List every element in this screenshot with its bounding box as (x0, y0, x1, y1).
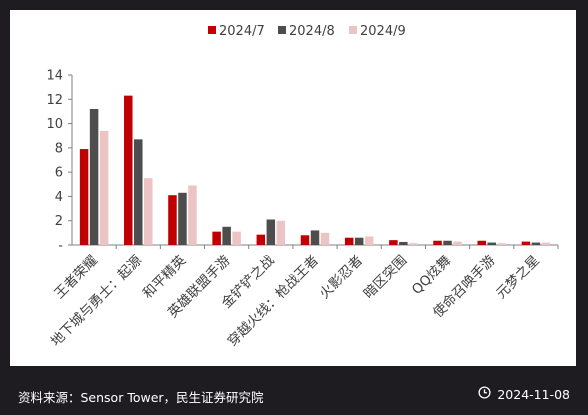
bar-2024-9-3 (232, 231, 241, 245)
bar-2024-8-8 (443, 240, 452, 245)
legend-swatch-2024-8 (278, 26, 286, 34)
bar-2024-7-6 (344, 237, 354, 245)
legend-swatch-2024-9 (349, 26, 357, 34)
bar-2024-9-8 (453, 241, 462, 245)
bar-2024-8-9 (487, 242, 496, 245)
bar-2024-9-5 (320, 232, 330, 245)
y-tick-label: 6 (55, 166, 63, 181)
bar-2024-9-4 (276, 220, 286, 245)
date-text: 2024-11-08 (497, 386, 570, 402)
x-tick-label: 元梦之星 (493, 253, 542, 302)
source-text: 资料来源：Sensor Tower，民生证券研究院 (18, 390, 264, 405)
x-tick-label: 暗区突围 (361, 253, 410, 302)
footer-bar: 资料来源：Sensor Tower，民生证券研究院 2024-11-08 (0, 366, 588, 415)
bar-2024-9-0 (99, 130, 109, 245)
bar-chart: 2024/7 2024/8 2024/91412108642-王者荣耀地下城与勇士：… (46, 24, 559, 350)
y-tick-label: 8 (55, 141, 63, 156)
y-tick-label: 14 (46, 69, 63, 84)
y-tick-label: 12 (46, 93, 63, 108)
bar-2024-9-6 (364, 236, 374, 245)
bar-2024-8-3 (222, 226, 231, 245)
bar-2024-7-9 (477, 240, 486, 245)
bar-2024-9-1 (144, 178, 153, 245)
bar-2024-7-2 (168, 195, 177, 245)
bar-2024-8-0 (89, 109, 99, 245)
bar-2024-7-10 (521, 241, 531, 245)
bar-2024-7-3 (212, 231, 221, 245)
bar-2024-7-4 (256, 234, 266, 245)
y-tick-label: 2 (55, 214, 63, 229)
bar-2024-9-9 (497, 243, 506, 245)
bar-2024-7-5 (300, 235, 310, 245)
y-tick-label: 10 (46, 117, 63, 132)
bar-2024-7-7 (389, 240, 398, 245)
bar-2024-8-10 (531, 242, 541, 245)
x-tick-label: 火影忍者 (317, 253, 366, 302)
bar-2024-9-2 (188, 185, 197, 245)
bar-2024-7-8 (433, 240, 442, 245)
legend-label-2024-7: 2024/7 (219, 24, 265, 39)
bar-2024-8-7 (399, 241, 408, 245)
y-tick-label: 4 (55, 190, 63, 205)
legend-swatch-2024-7 (208, 26, 216, 34)
bar-2024-7-1 (124, 95, 133, 246)
bar-2024-8-4 (266, 219, 276, 245)
chart-card: 2024/7 2024/8 2024/9 14 12 10 8 6 4 2- 王者荣耀 地下城与勇士：… (10, 10, 576, 366)
legend-label-2024-8: 2024/8 (289, 24, 335, 39)
bar-2024-8-1 (134, 139, 143, 245)
bar-2024-8-6 (354, 237, 364, 245)
bar-2024-9-10 (541, 242, 551, 245)
date-display: 2024-11-08 (478, 386, 570, 402)
bar-2024-8-5 (310, 230, 320, 245)
bar-2024-9-7 (409, 243, 418, 245)
legend-label-2024-9: 2024/9 (360, 24, 406, 39)
clock-icon (478, 386, 491, 402)
y-tick-label: - (58, 239, 63, 254)
bar-2024-7-0 (79, 149, 89, 245)
bar-2024-8-2 (178, 192, 187, 245)
